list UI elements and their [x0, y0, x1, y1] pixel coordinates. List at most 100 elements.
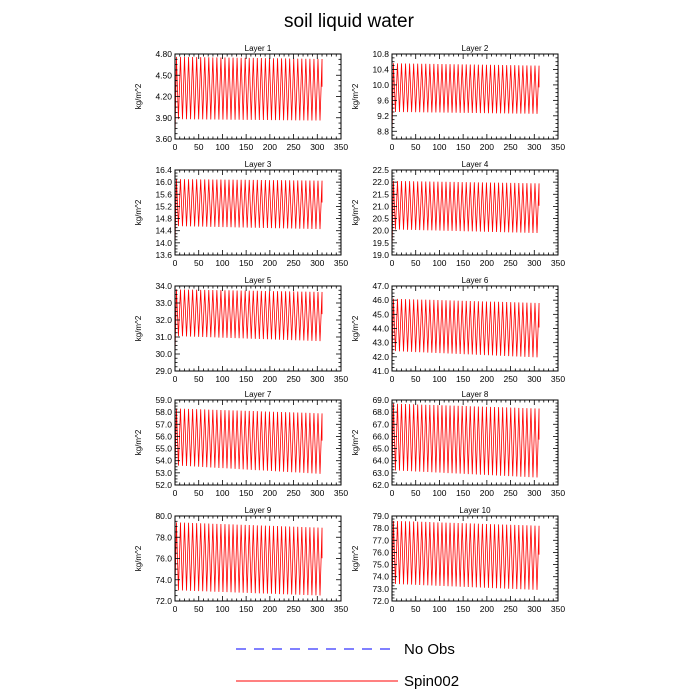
- y-axis-label: kg/m^2: [351, 429, 360, 455]
- x-tick-label: 350: [334, 604, 348, 614]
- y-tick-label: 78.0: [155, 532, 172, 542]
- panel-layer-3: Layer 3 kg/m^2 0 50 100 150 200 250 300 350 13.6 14…: [134, 160, 348, 268]
- y-tick-label: 22.0: [372, 177, 389, 187]
- plot-frame: [391, 53, 559, 140]
- x-tick-label: 350: [334, 374, 348, 384]
- y-axis-label: kg/m^2: [134, 199, 143, 225]
- panel-title: Layer 1: [245, 44, 272, 53]
- y-tick-label: 53.0: [155, 468, 172, 478]
- y-tick-label: 66.0: [372, 431, 389, 441]
- x-tick-label: 50: [411, 604, 421, 614]
- x-tick-label: 250: [503, 488, 517, 498]
- y-tick-label: 15.2: [155, 201, 172, 211]
- y-tick-label: 76.0: [155, 554, 172, 564]
- y-tick-label: 41.0: [372, 366, 389, 376]
- x-tick-label: 100: [215, 604, 229, 614]
- x-tick-label: 100: [432, 604, 446, 614]
- x-tick-label: 100: [215, 488, 229, 498]
- panels: Layer 1 kg/m^2 0 50 100 150 200 250 300 350 3.60 3.…: [134, 44, 565, 614]
- x-tick-label: 200: [263, 258, 277, 268]
- x-tick-label: 350: [551, 604, 565, 614]
- y-tick-label: 79.0: [372, 511, 389, 521]
- panel-title: Layer 10: [459, 506, 491, 515]
- x-tick-label: 150: [239, 488, 253, 498]
- y-tick-label: 31.0: [155, 332, 172, 342]
- y-tick-label: 47.0: [372, 281, 389, 291]
- y-tick-label: 76.0: [372, 547, 389, 557]
- y-axis-label: kg/m^2: [351, 315, 360, 341]
- panel-title: Layer 2: [462, 44, 489, 53]
- x-tick-label: 0: [173, 374, 178, 384]
- y-tick-label: 10.8: [372, 49, 389, 59]
- panel-layer-5: Layer 5 kg/m^2 0 50 100 150 200 250 300 350 29.0 30…: [134, 276, 348, 384]
- x-tick-label: 100: [215, 258, 229, 268]
- x-tick-label: 150: [239, 374, 253, 384]
- y-tick-label: 20.0: [372, 226, 389, 236]
- y-tick-label: 72.0: [372, 596, 389, 606]
- x-tick-label: 150: [239, 604, 253, 614]
- x-tick-label: 50: [411, 374, 421, 384]
- y-tick-label: 9.2: [377, 111, 389, 121]
- x-tick-label: 0: [390, 142, 395, 152]
- x-tick-label: 300: [527, 142, 541, 152]
- x-tick-label: 0: [173, 258, 178, 268]
- series-line-spin002: [174, 56, 323, 138]
- x-tick-label: 0: [173, 142, 178, 152]
- panel-title: Layer 3: [245, 160, 272, 169]
- x-tick-label: 250: [286, 604, 300, 614]
- y-axis-label: kg/m^2: [351, 545, 360, 571]
- y-tick-label: 16.0: [155, 177, 172, 187]
- y-tick-label: 55.0: [155, 444, 172, 454]
- x-tick-label: 250: [286, 374, 300, 384]
- panel-layer-6: Layer 6 kg/m^2 0 50 100 150 200 250 300 350 41.0 42…: [351, 276, 565, 384]
- plot-frame: [174, 53, 342, 140]
- y-tick-label: 4.50: [155, 70, 172, 80]
- y-tick-label: 20.5: [372, 214, 389, 224]
- x-tick-label: 350: [551, 488, 565, 498]
- y-tick-label: 8.8: [377, 126, 389, 136]
- x-tick-label: 250: [286, 258, 300, 268]
- x-tick-label: 50: [194, 488, 204, 498]
- x-tick-label: 100: [215, 374, 229, 384]
- y-tick-label: 57.0: [155, 419, 172, 429]
- x-tick-label: 350: [334, 142, 348, 152]
- series-line-spin002: [391, 403, 540, 478]
- y-tick-label: 19.0: [372, 250, 389, 260]
- x-tick-label: 300: [310, 374, 324, 384]
- y-tick-label: 4.20: [155, 92, 172, 102]
- x-tick-label: 150: [456, 488, 470, 498]
- x-tick-label: 200: [480, 374, 494, 384]
- x-tick-label: 50: [194, 374, 204, 384]
- y-tick-label: 58.0: [155, 407, 172, 417]
- x-tick-label: 50: [194, 604, 204, 614]
- y-tick-label: 74.0: [155, 575, 172, 585]
- y-tick-label: 19.5: [372, 238, 389, 248]
- series-line-spin002: [391, 63, 540, 136]
- figure-title: soil liquid water: [284, 11, 415, 32]
- panel-layer-2: Layer 2 kg/m^2 0 50 100 150 200 250 300 350 8.8 9.2…: [351, 44, 565, 152]
- x-tick-label: 300: [527, 604, 541, 614]
- series-line-spin002: [174, 289, 323, 355]
- y-tick-label: 63.0: [372, 468, 389, 478]
- legend-label-no-obs: No Obs: [404, 641, 455, 658]
- x-tick-label: 200: [480, 604, 494, 614]
- series-line-spin002: [391, 520, 540, 595]
- x-tick-label: 100: [432, 142, 446, 152]
- x-tick-label: 300: [527, 258, 541, 268]
- series-line-spin002: [174, 522, 323, 596]
- y-tick-label: 43.0: [372, 338, 389, 348]
- y-tick-label: 4.80: [155, 49, 172, 59]
- x-tick-label: 300: [310, 604, 324, 614]
- x-tick-label: 0: [390, 258, 395, 268]
- y-tick-label: 75.0: [372, 560, 389, 570]
- y-tick-label: 69.0: [372, 395, 389, 405]
- x-tick-label: 350: [551, 374, 565, 384]
- y-tick-label: 73.0: [372, 584, 389, 594]
- y-tick-label: 67.0: [372, 419, 389, 429]
- y-tick-label: 62.0: [372, 480, 389, 490]
- panel-title: Layer 6: [462, 276, 489, 285]
- panel-layer-9: Layer 9 kg/m^2 0 50 100 150 200 250 300 350 72.0 74…: [134, 506, 348, 614]
- x-tick-label: 0: [173, 604, 178, 614]
- y-tick-label: 21.5: [372, 189, 389, 199]
